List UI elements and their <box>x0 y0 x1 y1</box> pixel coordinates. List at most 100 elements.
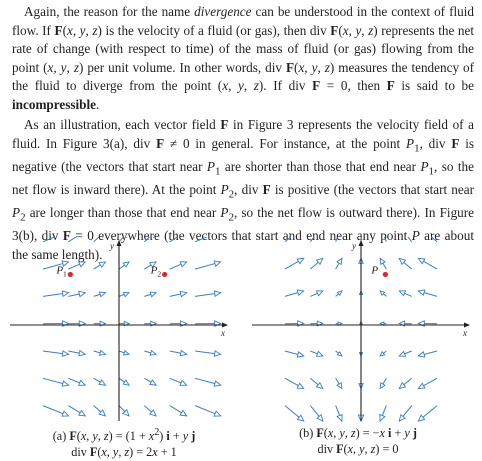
field-arrow-head <box>78 290 87 298</box>
field-arrow-shaft <box>194 237 208 243</box>
field-arrow-shaft <box>407 237 413 243</box>
field-arrow-head <box>336 257 343 266</box>
field-arrow-head <box>98 261 107 269</box>
y-axis-arrowhead <box>116 240 122 246</box>
field-arrow-shaft <box>335 237 339 242</box>
x-axis-label: x <box>220 328 225 338</box>
field-arrow-head <box>122 261 130 268</box>
field-arrow-head <box>148 261 158 269</box>
field-arrow-head <box>379 381 386 390</box>
field-arrow-shaft <box>383 237 387 242</box>
field-arrow-head <box>315 257 324 266</box>
point-label: P1 <box>55 264 67 278</box>
field-arrow-head <box>315 381 324 390</box>
field-arrow-head <box>398 290 407 297</box>
caption-b-divergence: div F(x, y, z) = 0 <box>317 442 399 456</box>
field-arrow-head <box>316 413 324 422</box>
field-arrow-shaft <box>284 237 292 243</box>
field-arrow-head <box>179 379 188 386</box>
field-arrow-head <box>179 349 188 357</box>
point-marker <box>162 271 168 278</box>
field-arrow-head <box>149 409 157 417</box>
field-arrow-head <box>398 257 407 266</box>
field-arrow-head <box>61 260 70 267</box>
field-arrow-head <box>98 291 107 298</box>
y-axis-label: y <box>109 241 114 251</box>
field-arrow-head <box>398 413 406 422</box>
field-arrow-shaft <box>93 237 100 243</box>
field-arrow-head <box>398 381 407 390</box>
field-arrow-head <box>417 289 426 296</box>
x-axis-arrowhead <box>222 322 228 328</box>
field-arrow-head <box>417 414 426 422</box>
y-axis-arrowhead <box>358 240 364 246</box>
field-arrow-head <box>379 321 385 327</box>
field-arrow-head <box>179 290 188 298</box>
caption-b: (b) F(x, y, z) = −x i + y j div F(x, y, … <box>238 425 478 457</box>
field-arrow-head <box>337 321 343 327</box>
field-arrow-head <box>296 414 305 422</box>
field-arrow-head <box>213 380 222 387</box>
paragraph-illustration: As an illustration, each vector field F … <box>12 117 475 262</box>
field-arrow-head <box>122 349 131 356</box>
caption-a-divergence: div F(x, y, z) = 2x + 1 <box>71 445 177 460</box>
x-axis-label: x <box>462 328 467 338</box>
field-arrow-head <box>379 290 386 297</box>
field-arrow-head <box>77 379 87 386</box>
field-arrow-head <box>296 257 305 265</box>
field-arrow-head <box>336 351 343 357</box>
field-arrow-head <box>315 290 324 297</box>
point-label-subscript: 2 <box>157 269 161 278</box>
x-axis-arrowhead <box>464 322 470 328</box>
field-arrow-head <box>179 409 188 417</box>
field-arrow-head <box>179 261 188 268</box>
field-arrow-shaft <box>430 237 438 243</box>
arrow-group <box>42 237 222 417</box>
field-arrow-head <box>213 290 222 298</box>
field-arrow-head <box>61 410 70 417</box>
field-arrow-head <box>122 408 130 417</box>
field-arrow-head <box>98 409 107 417</box>
field-arrow-head <box>61 350 70 357</box>
field-arrow-head <box>379 257 386 266</box>
field-arrow-head <box>77 409 87 417</box>
field-arrow-head <box>296 351 305 358</box>
field-arrow-head <box>213 260 222 267</box>
caption-a-formula: (a) F(x, y, z) = (1 + x2) i + y j <box>52 427 196 444</box>
field-arrow-shaft <box>144 237 151 243</box>
field-arrow-shaft <box>309 237 315 243</box>
caption-a: (a) F(x, y, z) = (1 + x2) i + y j div F(… <box>4 425 244 460</box>
field-arrow-head <box>213 350 222 357</box>
field-arrow-head <box>98 379 107 386</box>
field-arrow-head <box>122 379 130 386</box>
field-arrow-head <box>149 379 158 386</box>
field-arrow-head <box>336 290 343 297</box>
field-arrow-head <box>398 350 407 357</box>
point-label-subscript: 1 <box>63 269 67 278</box>
field-arrow-shaft <box>118 237 125 243</box>
field-arrow-head <box>61 380 70 387</box>
point-label: P2 <box>150 264 162 278</box>
field-arrow-head <box>98 349 107 356</box>
field-arrow-head <box>149 291 158 298</box>
point-marker <box>67 271 73 278</box>
field-arrow-head <box>296 382 305 390</box>
field-arrow-shaft <box>169 237 179 243</box>
field-arrow-head <box>417 382 426 390</box>
field-arrow-head <box>78 349 87 357</box>
field-arrow-head <box>379 413 386 423</box>
vector-field-b: x y P <box>252 237 470 423</box>
vector-field-a: x y P1 P2 <box>10 237 228 421</box>
field-arrow-head <box>417 257 426 265</box>
field-arrow-head <box>315 350 324 357</box>
field-arrow-head <box>149 349 158 356</box>
field-arrow-head <box>213 410 222 417</box>
y-axis-label: y <box>351 241 356 251</box>
field-arrow-head <box>336 381 343 390</box>
point-label: P <box>370 264 378 276</box>
field-arrow-head <box>336 413 343 423</box>
caption-b-formula: (b) F(x, y, z) = −x i + y j <box>299 426 417 440</box>
field-arrow-head <box>61 290 70 298</box>
field-arrow-head <box>379 351 386 357</box>
field-arrow-head <box>122 291 131 298</box>
